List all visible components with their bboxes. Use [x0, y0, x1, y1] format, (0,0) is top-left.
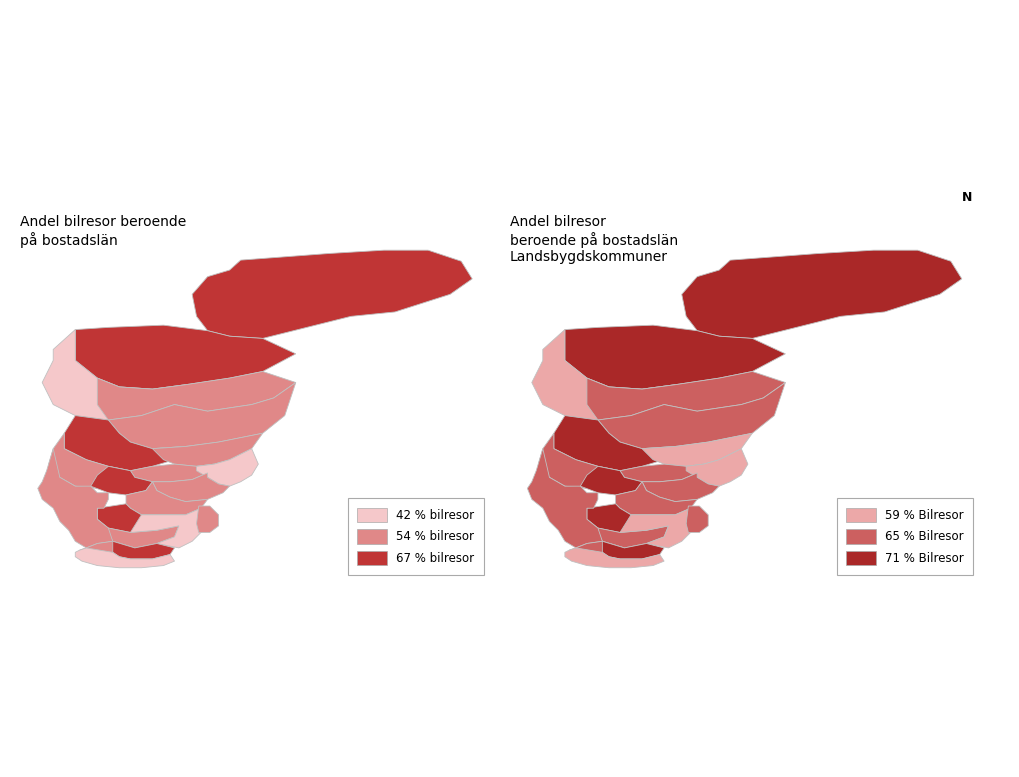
- Polygon shape: [97, 503, 185, 532]
- Polygon shape: [531, 329, 675, 420]
- Polygon shape: [75, 325, 296, 389]
- Polygon shape: [108, 526, 178, 548]
- Polygon shape: [197, 448, 258, 486]
- Polygon shape: [569, 542, 624, 559]
- Text: N: N: [961, 191, 971, 204]
- Polygon shape: [113, 542, 174, 559]
- Polygon shape: [681, 250, 961, 339]
- Polygon shape: [565, 325, 785, 389]
- Polygon shape: [49, 434, 130, 489]
- Polygon shape: [527, 448, 602, 548]
- Polygon shape: [538, 434, 620, 489]
- Polygon shape: [130, 508, 208, 548]
- Text: Andel bilresor
beroende på bostadslän
Landsbygdskommuner: Andel bilresor beroende på bostadslän La…: [510, 215, 678, 264]
- Polygon shape: [126, 482, 208, 515]
- Polygon shape: [79, 542, 135, 559]
- Polygon shape: [686, 448, 747, 486]
- Polygon shape: [97, 371, 296, 420]
- Polygon shape: [597, 526, 667, 548]
- Polygon shape: [64, 416, 185, 471]
- Polygon shape: [192, 250, 472, 339]
- Polygon shape: [565, 548, 663, 568]
- Polygon shape: [553, 416, 675, 471]
- Legend: 42 % bilresor, 54 % bilresor, 67 % bilresor: 42 % bilresor, 54 % bilresor, 67 % bilre…: [347, 498, 483, 574]
- Polygon shape: [38, 448, 113, 548]
- Polygon shape: [586, 503, 675, 532]
- Polygon shape: [615, 482, 697, 515]
- Legend: 59 % Bilresor, 65 % Bilresor, 71 % Bilresor: 59 % Bilresor, 65 % Bilresor, 71 % Bilre…: [836, 498, 972, 574]
- Polygon shape: [197, 506, 218, 532]
- Polygon shape: [152, 434, 263, 466]
- Polygon shape: [75, 548, 174, 568]
- Polygon shape: [91, 466, 152, 495]
- Polygon shape: [108, 382, 296, 448]
- Text: Andel bilresor beroende
på bostadslän: Andel bilresor beroende på bostadslän: [20, 215, 186, 248]
- Polygon shape: [602, 542, 663, 559]
- Polygon shape: [597, 382, 785, 448]
- Polygon shape: [130, 464, 214, 482]
- Polygon shape: [641, 473, 718, 502]
- Polygon shape: [586, 371, 785, 420]
- Polygon shape: [620, 464, 703, 482]
- Polygon shape: [152, 473, 229, 502]
- Polygon shape: [42, 329, 185, 420]
- Polygon shape: [641, 434, 752, 466]
- Polygon shape: [686, 506, 707, 532]
- Polygon shape: [620, 508, 697, 548]
- Polygon shape: [580, 466, 641, 495]
